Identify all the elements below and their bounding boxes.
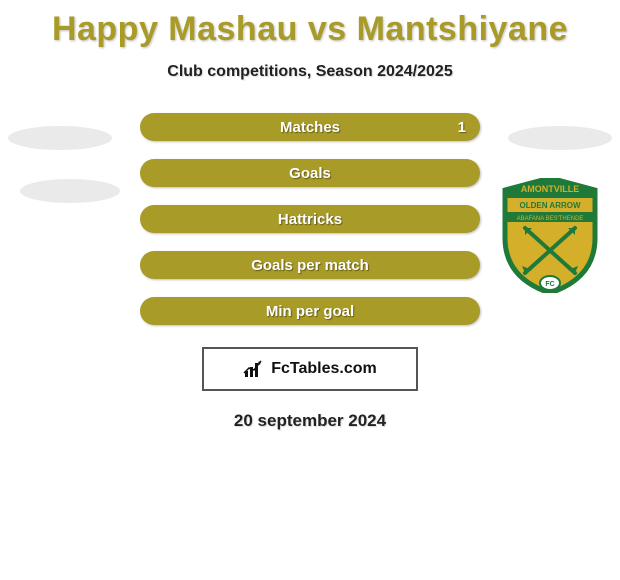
stat-value-right: 1 bbox=[458, 119, 466, 136]
player1-photo-placeholder bbox=[8, 126, 112, 150]
svg-text:FC: FC bbox=[545, 281, 554, 288]
stat-bar-hattricks: Hattricks bbox=[140, 205, 480, 233]
stat-bar-min-per-goal: Min per goal bbox=[140, 297, 480, 325]
page-subtitle: Club competitions, Season 2024/2025 bbox=[0, 63, 620, 81]
stat-label: Goals per match bbox=[251, 257, 369, 274]
date-text: 20 september 2024 bbox=[0, 411, 620, 431]
stat-bar-goals-per-match: Goals per match bbox=[140, 251, 480, 279]
svg-text:AMONTVILLE: AMONTVILLE bbox=[521, 184, 580, 194]
shield-icon: AMONTVILLE OLDEN ARROW ABAFANA BES'THEND… bbox=[500, 178, 600, 293]
player1-club-placeholder bbox=[20, 179, 120, 203]
stat-bar-goals: Goals bbox=[140, 159, 480, 187]
bar-chart-icon bbox=[243, 359, 265, 379]
stat-label: Hattricks bbox=[278, 211, 342, 228]
player2-club-logo: AMONTVILLE OLDEN ARROW ABAFANA BES'THEND… bbox=[500, 178, 600, 293]
svg-text:ABAFANA BES'THENDE: ABAFANA BES'THENDE bbox=[517, 216, 584, 222]
stat-label: Min per goal bbox=[266, 303, 354, 320]
player2-photo-placeholder bbox=[508, 126, 612, 150]
svg-text:OLDEN ARROW: OLDEN ARROW bbox=[519, 201, 580, 210]
stat-label: Matches bbox=[280, 119, 340, 136]
source-badge: FcTables.com bbox=[202, 347, 418, 391]
stat-label: Goals bbox=[289, 165, 331, 182]
stat-bar-matches: Matches 1 bbox=[140, 113, 480, 141]
source-label: FcTables.com bbox=[271, 360, 377, 378]
page-title: Happy Mashau vs Mantshiyane bbox=[0, 0, 620, 49]
